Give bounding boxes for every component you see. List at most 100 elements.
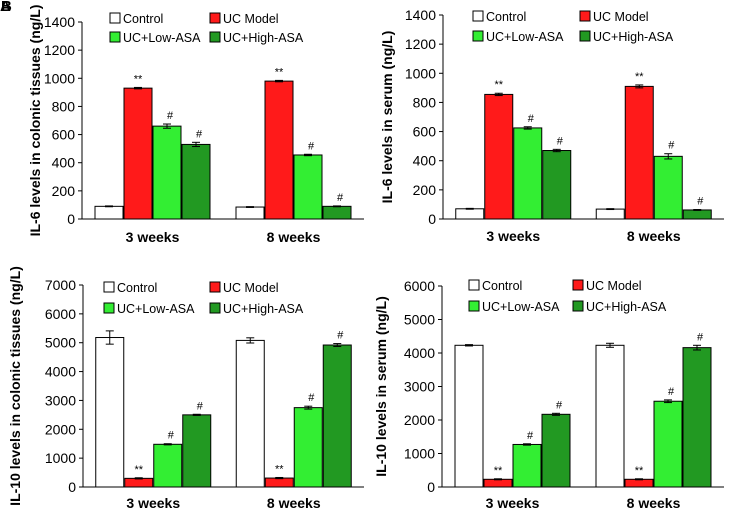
panel-3-y-tick-label: 1000 <box>45 450 76 466</box>
panel-3-category-label: 8 weeks <box>267 495 321 511</box>
panel-4-bar <box>595 344 625 488</box>
panel-4-bar <box>512 443 542 488</box>
panel-2-y-tick-label: 1000 <box>405 65 436 81</box>
panel-3-y-tick-label: 3000 <box>45 392 76 408</box>
panel-1-y-tick-label: 600 <box>52 127 76 143</box>
panel-letter-b: B <box>1 0 12 15</box>
panel-3-legend-label: UC+Low-ASA <box>117 302 195 316</box>
panel-3-y-tick-label: 6000 <box>45 306 76 322</box>
panel-1-legend-swatch <box>209 31 221 43</box>
panel-3-legend-label: UC Model <box>223 281 279 295</box>
panel-3-bar <box>124 477 154 488</box>
panel-3-bar <box>95 337 125 488</box>
panel-1-y-tick-label: 200 <box>52 183 76 199</box>
panel-4-y-tick-label: 0 <box>427 479 435 495</box>
panel-1-bar <box>293 154 323 220</box>
panel-2-y-axis-title: IL-6 levels in serum (ng/L) <box>379 31 395 204</box>
panel-1-bar <box>123 87 153 220</box>
panel-1-legend-label: UC+Low-ASA <box>123 31 201 45</box>
panel-2-bar <box>595 208 625 220</box>
panel-2-category-label: 8 weeks <box>627 228 681 244</box>
panel-2-y-tick-label: 600 <box>413 124 437 140</box>
panel-1-significance-mark: # <box>308 140 315 152</box>
panel-1-bar <box>181 143 211 220</box>
panel-2-significance-mark: # <box>668 140 675 152</box>
panel-2-legend-label: UC Model <box>593 10 649 24</box>
panel-4-legend-label: UC+High-ASA <box>586 300 667 314</box>
panel-2-bar <box>653 155 683 220</box>
panel-2-legend-swatch <box>579 10 591 22</box>
panel-1-legend-label: UC+High-ASA <box>223 31 304 45</box>
panel-1-significance-mark: # <box>167 110 174 122</box>
panel-2-y-tick-label: 1400 <box>405 7 436 23</box>
panel-2-significance-mark: ** <box>494 79 503 91</box>
panel-4-legend-swatch <box>572 279 584 291</box>
panel-1-bar <box>264 80 294 220</box>
panel-2-bar <box>682 209 712 220</box>
panel-1-y-tick-label: 1000 <box>44 70 75 86</box>
panel-3-y-tick-label: 2000 <box>45 421 76 437</box>
panel-4-significance-mark: # <box>668 386 675 398</box>
panel-4-category-label: 3 weeks <box>486 495 540 511</box>
panel-4-significance-mark: ** <box>494 465 503 477</box>
panel-2-bar <box>484 93 514 220</box>
panel-4-significance-mark: # <box>556 399 563 411</box>
panel-4-bar <box>653 400 683 488</box>
panel-3-legend-swatch <box>209 281 221 293</box>
panel-3-significance-mark: # <box>197 400 204 412</box>
panel-4-y-tick-label: 1000 <box>404 446 435 462</box>
panel-1-category-label: 3 weeks <box>126 229 180 245</box>
panel-2-legend-label: Control <box>486 10 526 24</box>
panel-4-y-tick-label: 3000 <box>404 379 435 395</box>
panel-1-legend-label: UC Model <box>223 12 279 26</box>
panel-3-y-tick-label: 0 <box>68 479 76 495</box>
panel-2-significance-mark: # <box>528 113 535 125</box>
panel-2-bar <box>455 208 485 220</box>
panel-3-significance-mark: ** <box>134 464 143 476</box>
panel-2-y-tick-label: 1200 <box>405 36 436 52</box>
panel-3-bar <box>235 339 265 488</box>
panel-4-legend-swatch <box>468 279 480 291</box>
panel-2-legend-swatch <box>472 30 484 42</box>
panel-3-significance-mark: # <box>337 330 344 342</box>
panel-2-legend-label: UC+High-ASA <box>593 30 674 44</box>
panel-1-bar <box>235 206 265 220</box>
panel-3-bar <box>182 414 212 488</box>
panel-3-legend-swatch <box>103 302 115 314</box>
panel-2-significance-mark: ** <box>635 71 644 83</box>
panel-1-significance-mark: ** <box>134 73 143 85</box>
panel-1-y-tick-label: 0 <box>67 211 75 227</box>
panel-2-significance-mark: # <box>557 135 564 147</box>
panel-1-significance-mark: ** <box>275 66 284 78</box>
panel-4-legend-label: UC Model <box>586 279 642 293</box>
panel-2-bar <box>513 127 543 220</box>
panel-4-legend-label: UC+Low-ASA <box>482 300 560 314</box>
panel-3-y-axis-title: IL-10 levels in colonic tissues (ng/L) <box>7 266 23 506</box>
panel-1-legend-swatch <box>209 12 221 24</box>
panel-3-significance-mark: # <box>168 430 175 442</box>
panel-3-significance-mark: # <box>308 392 315 404</box>
panel-2-y-tick-label: 0 <box>428 211 436 227</box>
panel-1-legend-swatch <box>109 31 121 43</box>
panel-1-significance-mark: # <box>196 128 203 140</box>
panel-2-category-label: 3 weeks <box>486 228 540 244</box>
panel-3-legend-swatch <box>103 281 115 293</box>
panel-2-legend-swatch <box>472 10 484 22</box>
panel-4-legend-swatch <box>468 300 480 312</box>
panel-1-bar <box>94 205 124 220</box>
panel-letter-a: A <box>0 0 11 15</box>
panel-4-significance-mark: ** <box>635 465 644 477</box>
panel-4-y-tick-label: 5000 <box>404 312 435 328</box>
panel-3-legend-swatch <box>209 302 221 314</box>
panel-4-category-label: 8 weeks <box>627 495 681 511</box>
panel-3-significance-mark: ** <box>275 463 284 475</box>
panel-3-category-label: 3 weeks <box>126 495 180 511</box>
panel-4-y-tick-label: 4000 <box>404 345 435 361</box>
panel-3-bar <box>322 344 352 488</box>
panel-1-significance-mark: # <box>337 192 344 204</box>
panel-4-y-axis-title: IL-10 levels in serum (ng/L) <box>373 296 389 477</box>
panel-1-legend-label: Control <box>123 12 163 26</box>
panel-1-bar <box>322 205 352 220</box>
panel-3-bar <box>153 443 183 488</box>
